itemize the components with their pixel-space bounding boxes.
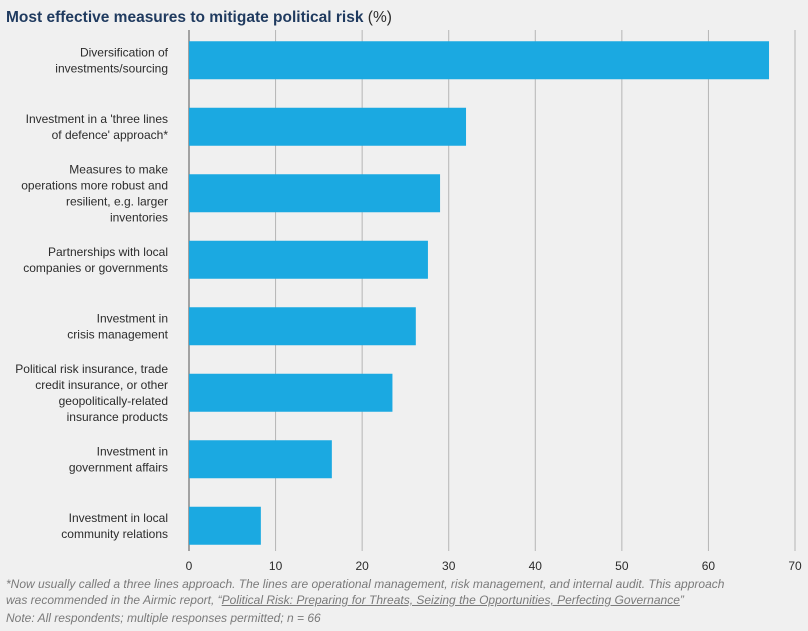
category-label-line: Partnerships with local xyxy=(48,245,168,259)
category-label-4: Partnerships with local companies or gove… xyxy=(23,245,168,275)
category-label-line: operations more robust and xyxy=(21,178,168,192)
category-label-5: Investment in crisis management xyxy=(67,311,168,341)
category-label-line: insurance products xyxy=(67,410,168,424)
bar-6 xyxy=(189,373,393,412)
x-tick-label-20: 20 xyxy=(355,559,369,573)
footnote-respondents: Note: All respondents; multiple response… xyxy=(6,611,321,625)
category-label-2: Investment in a 'three lines of defence' … xyxy=(26,112,169,142)
bar-chart: Diversification of investments/sourcing In… xyxy=(15,30,802,573)
category-label-line: Diversification of xyxy=(80,45,169,59)
category-label-6: Political risk insurance, trade credit in… xyxy=(15,362,168,424)
category-label-line: Investment in local xyxy=(69,511,168,525)
bar-7 xyxy=(189,440,332,479)
category-label-line: inventories xyxy=(110,210,168,224)
category-label-line: of defence' approach* xyxy=(52,128,169,142)
footnote-asterisk: *Now usually called a three lines approa… xyxy=(6,576,724,608)
bar-8 xyxy=(189,506,261,545)
category-label-line: companies or governments xyxy=(23,261,168,275)
category-label-line: Investment in xyxy=(97,311,168,325)
x-tick-label-0: 0 xyxy=(186,559,193,573)
category-label-line: credit insurance, or other xyxy=(35,378,168,392)
chart-title-text: Most effective measures to mitigate poli… xyxy=(6,9,364,26)
x-tick-label-60: 60 xyxy=(702,559,716,573)
category-label-line: Investment in xyxy=(97,444,168,458)
bar-5 xyxy=(189,307,416,346)
x-tick-label-70: 70 xyxy=(788,559,802,573)
bar-layer xyxy=(189,41,770,545)
category-label-line: Political risk insurance, trade xyxy=(15,362,168,376)
category-label-line: geopolitically-related xyxy=(59,394,168,408)
category-label-line: Investment in a 'three lines xyxy=(26,112,168,126)
category-label-line: resilient, e.g. larger xyxy=(66,194,168,208)
footnote-line-2: was recommended in the Airmic report, “P… xyxy=(6,592,724,608)
chart-title-unit: (%) xyxy=(367,9,392,26)
category-label-layer: Diversification of investments/sourcing In… xyxy=(15,45,168,541)
footnote-line-1: *Now usually called a three lines approa… xyxy=(6,577,725,591)
bar-3 xyxy=(189,174,441,213)
category-label-1: Diversification of investments/sourcing xyxy=(55,45,168,75)
category-label-line: government affairs xyxy=(69,460,168,474)
footnote-suffix: ” xyxy=(679,593,684,607)
x-tick-label-40: 40 xyxy=(529,559,543,573)
x-tick-label-30: 30 xyxy=(442,559,456,573)
category-label-8: Investment in local community relations xyxy=(61,511,168,541)
chart-title: Most effective measures to mitigate poli… xyxy=(6,9,392,27)
category-label-line: crisis management xyxy=(67,327,168,341)
bar-2 xyxy=(189,107,467,146)
category-label-line: investments/sourcing xyxy=(55,61,168,75)
category-label-line: Measures to make xyxy=(69,162,168,176)
bar-4 xyxy=(189,240,428,279)
tick-label-layer: 0 10 20 30 40 50 60 70 xyxy=(186,559,802,573)
x-tick-label-10: 10 xyxy=(269,559,283,573)
x-tick-label-50: 50 xyxy=(615,559,629,573)
bar-1 xyxy=(189,41,770,80)
footnote-prefix: was recommended in the Airmic report, “ xyxy=(6,593,222,607)
category-label-line: community relations xyxy=(61,527,168,541)
category-label-3: Measures to make operations more robust a… xyxy=(21,162,168,224)
report-title-link[interactable]: Political Risk: Preparing for Threats, S… xyxy=(221,593,680,607)
category-label-7: Investment in government affairs xyxy=(69,444,168,474)
